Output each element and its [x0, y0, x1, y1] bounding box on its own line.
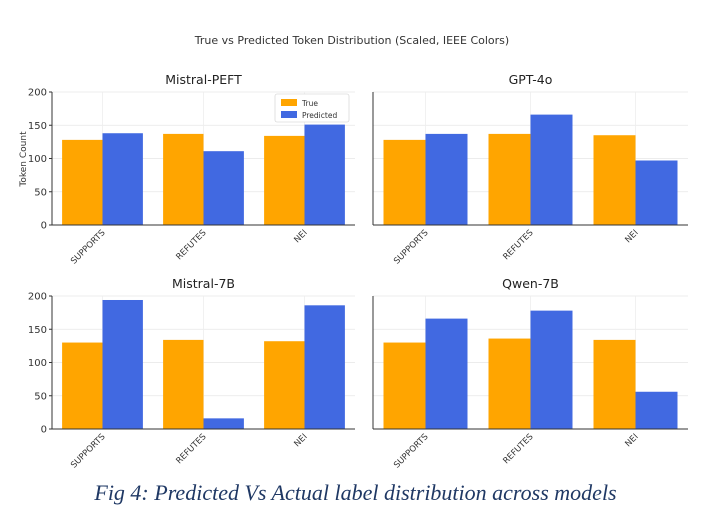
y-tick-label: 150: [28, 325, 47, 336]
legend-label: True: [301, 99, 318, 108]
x-tick-label: REFUTES: [174, 432, 208, 466]
y-tick-label: 200: [28, 88, 47, 99]
y-tick-label: 0: [41, 221, 47, 232]
y-axis-label: Token Count: [19, 131, 29, 188]
x-tick-label: SUPPORTS: [392, 228, 430, 266]
figure-title: True vs Predicted Token Distribution (Sc…: [194, 34, 509, 47]
subplot-1: GPT-4o SUPPORTS REFUTES NEI: [372, 72, 688, 267]
y-tick-label: 100: [28, 358, 47, 369]
y-tick-label: 100: [28, 154, 47, 165]
bar-predicted-nei: [635, 391, 678, 429]
bar-true-supports: [62, 139, 103, 225]
bar-predicted-nei: [635, 160, 678, 225]
bar-true-refutes: [488, 133, 531, 225]
bar-predicted-refutes: [530, 310, 573, 429]
bar-true-nei: [264, 341, 305, 429]
bar-predicted-refutes: [203, 151, 244, 225]
bar-predicted-supports: [425, 318, 468, 429]
x-tick-label: SUPPORTS: [392, 432, 430, 470]
x-tick-label: SUPPORTS: [69, 228, 107, 266]
x-tick-label: REFUTES: [174, 228, 208, 262]
bar-predicted-refutes: [203, 418, 244, 429]
bar-true-refutes: [163, 133, 204, 225]
x-tick-label: NEI: [292, 228, 309, 245]
bar-predicted-nei: [304, 124, 345, 225]
bar-predicted-supports: [102, 133, 143, 225]
x-tick-label: REFUTES: [501, 432, 535, 466]
bar-true-supports: [383, 342, 426, 429]
x-tick-label: SUPPORTS: [69, 432, 107, 470]
bar-true-supports: [62, 342, 103, 429]
subplot-3: Qwen-7B SUPPORTS REFUTES NEI: [372, 276, 688, 471]
bar-predicted-supports: [102, 299, 143, 429]
bar-predicted-nei: [304, 305, 345, 429]
bar-true-refutes: [488, 338, 531, 429]
subplot-title: Qwen-7B: [502, 276, 559, 291]
subplot-2: Mistral-7B 0 50 100 150 200 SUPPORTS REFUTES NEI: [28, 276, 355, 471]
y-tick-label: 200: [28, 292, 47, 303]
bar-true-refutes: [163, 339, 204, 429]
y-tick-label: 0: [41, 425, 47, 436]
x-tick-label: NEI: [623, 228, 640, 245]
x-tick-label: REFUTES: [501, 228, 535, 262]
bar-true-nei: [593, 339, 636, 429]
bar-predicted-refutes: [530, 114, 573, 225]
subplots: Mistral-PEFT 0 50 100 150 200 SUPPORTS REFUTES N…: [28, 72, 688, 471]
y-tick-label: 50: [34, 391, 47, 402]
figure-caption: Fig 4: Predicted Vs Actual label distrib…: [94, 480, 617, 505]
subplot-title: GPT-4o: [509, 72, 553, 87]
subplot-title: Mistral-7B: [172, 276, 235, 291]
legend-swatch-predicted: [281, 111, 297, 118]
bar-predicted-supports: [425, 133, 468, 225]
x-tick-label: NEI: [623, 432, 640, 449]
legend-swatch-true: [281, 99, 297, 106]
y-tick-label: 150: [28, 121, 47, 132]
y-tick-label: 50: [34, 187, 47, 198]
bar-true-supports: [383, 139, 426, 225]
bar-true-nei: [593, 135, 636, 225]
x-tick-label: NEI: [292, 432, 309, 449]
subplot-title: Mistral-PEFT: [165, 72, 242, 87]
subplot-0: Mistral-PEFT 0 50 100 150 200 SUPPORTS REFUTES N…: [28, 72, 355, 267]
legend: True Predicted: [274, 93, 350, 123]
legend-label: Predicted: [302, 111, 337, 120]
bar-true-nei: [264, 135, 305, 225]
